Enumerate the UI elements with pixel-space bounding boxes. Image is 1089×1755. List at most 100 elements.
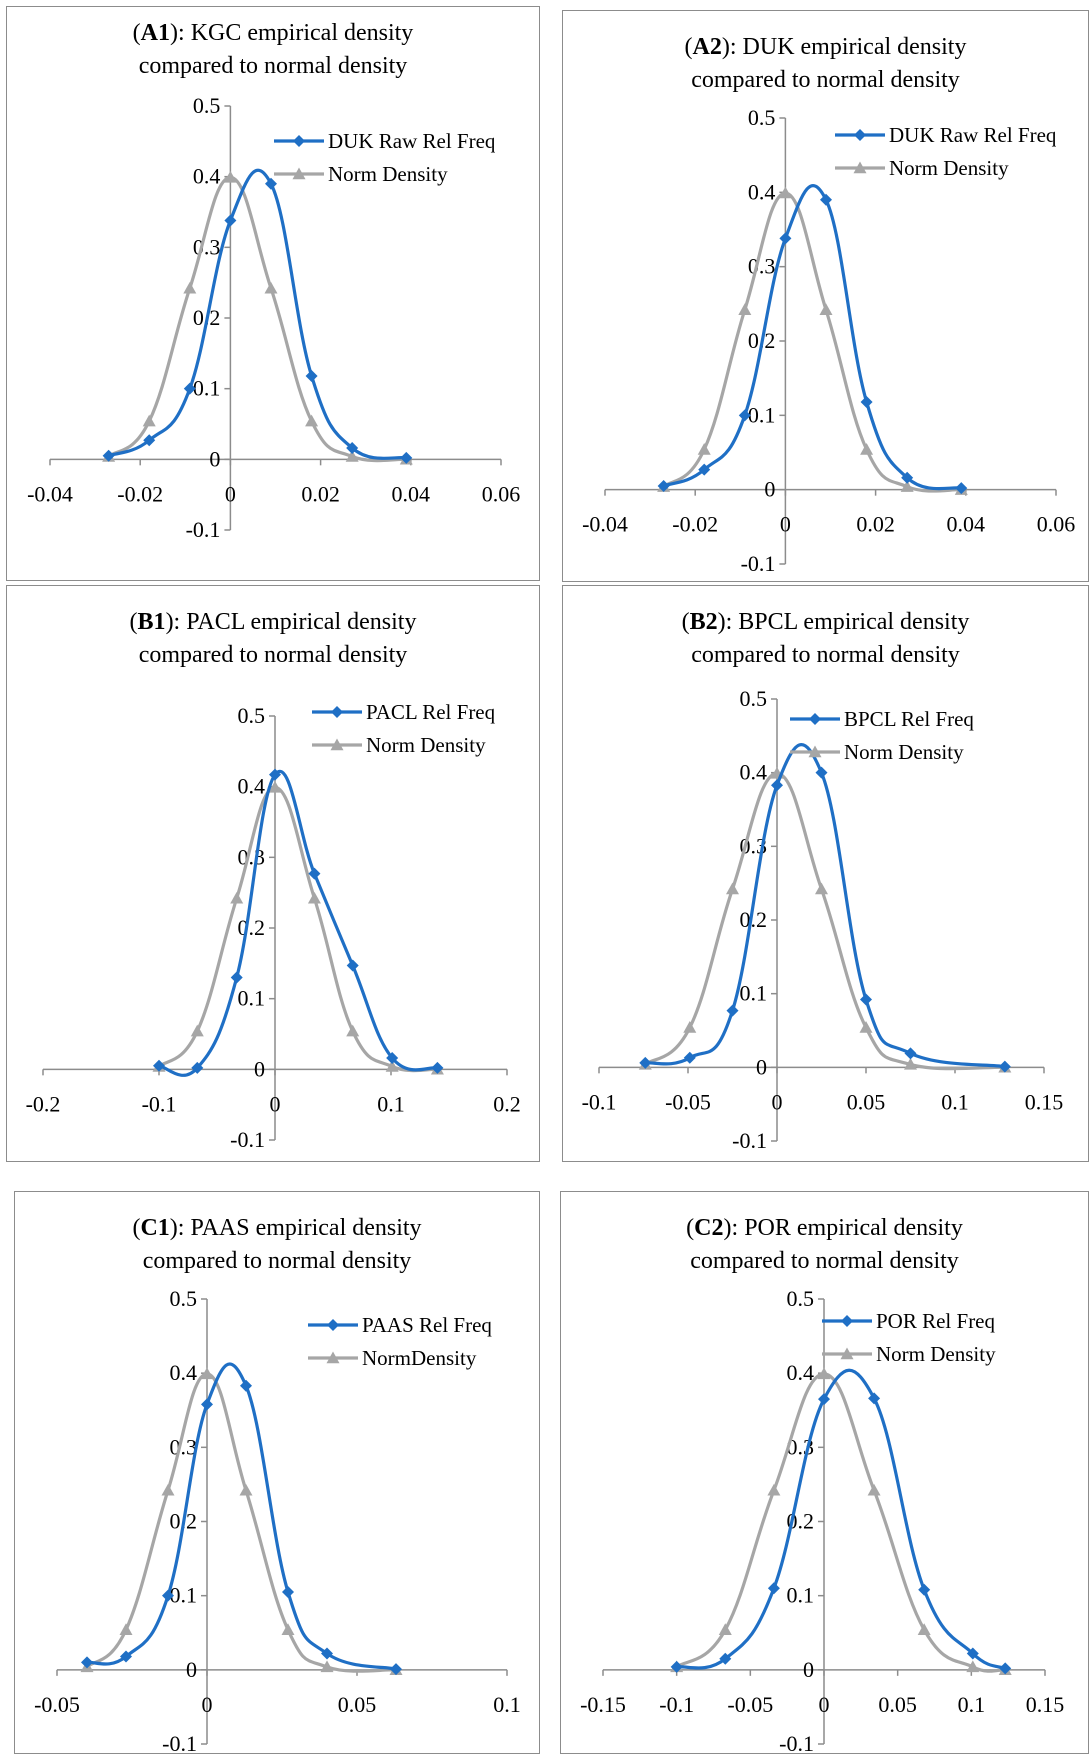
legend-marker: [293, 135, 305, 147]
legend-marker: [327, 1319, 339, 1331]
data-point: [718, 1623, 732, 1635]
chart-b2: -0.1 -0.05 0 0.05 0.1 0.150.50.40.30.20.10-0.…: [582, 686, 1064, 1153]
y-tick-label: 0.5: [238, 703, 266, 728]
chart-title-line1: PAAS empirical density: [190, 1215, 422, 1241]
series-line: [645, 743, 1006, 1069]
y-tick-label: -0.1: [162, 1731, 197, 1755]
chart-title-line1: BPCL empirical density: [738, 609, 970, 635]
data-point: [345, 450, 359, 462]
x-tick-label: -0.04: [582, 512, 628, 537]
data-point: [282, 1585, 294, 1598]
series-normal: [102, 170, 413, 465]
data-point: [161, 1483, 175, 1496]
data-point: [268, 780, 282, 793]
data-point: [778, 186, 792, 199]
data-point: [346, 1024, 360, 1037]
data-point: [386, 1052, 399, 1065]
y-tick-label: -0.1: [741, 551, 776, 576]
y-tick-label: 0.1: [238, 986, 266, 1011]
legend: BPCL Rel Freq Norm Density: [790, 707, 974, 764]
data-point: [771, 779, 783, 792]
chart-title-label: C2: [694, 1215, 724, 1241]
y-tick-label: 0.5: [740, 686, 768, 711]
data-point: [400, 451, 413, 464]
data-point: [119, 1623, 133, 1635]
y-tick-label: -0.1: [732, 1128, 767, 1153]
x-tick-label: 0.05: [878, 1692, 917, 1717]
x-tick-label: -0.02: [672, 512, 718, 537]
y-tick-label: 0.2: [238, 915, 266, 940]
legend-label: PAAS Rel Freq: [362, 1313, 492, 1337]
series-empirical: [153, 768, 444, 1077]
data-point: [966, 1647, 979, 1660]
y-tick-label: 0.4: [748, 179, 776, 204]
chart-c2: -0.15 -0.1 -0.05 0 0.05 0.1 0.150.50.40.30.20.…: [580, 1286, 1065, 1755]
series-line: [157, 785, 438, 1073]
chart-panel-b2: (B2): BPCL empirical density compared to …: [562, 585, 1089, 1162]
data-point: [904, 1047, 917, 1060]
legend: PAAS Rel Freq NormDensity: [308, 1313, 492, 1370]
x-tick-label: -0.05: [34, 1692, 80, 1717]
chart-title: (C1): PAAS empirical density compared to …: [132, 1215, 422, 1274]
x-tick-label: 0: [225, 481, 236, 506]
series-line: [644, 771, 1005, 1071]
chart-title: (B2): BPCL empirical density compared to …: [681, 609, 970, 668]
legend-label: NormDensity: [362, 1346, 477, 1370]
x-tick-label: 0.15: [1026, 1692, 1065, 1717]
chart-title-line1: PACL empirical density: [186, 609, 417, 635]
data-point: [230, 971, 243, 984]
legend-label: DUK Raw Rel Freq: [889, 123, 1057, 147]
data-point: [860, 993, 872, 1006]
series-line: [676, 1368, 1006, 1670]
chart-panel-b1: (B1): PACL empirical density compared to …: [6, 585, 540, 1162]
data-point: [917, 1623, 931, 1635]
legend-label: PACL Rel Freq: [366, 700, 496, 724]
x-tick-label: 0.05: [338, 1692, 377, 1717]
series-normal: [80, 1367, 403, 1676]
data-point: [307, 891, 321, 904]
data-point: [657, 479, 670, 492]
chart-panel-a1: (A1): KGC empirical density compared to n…: [6, 6, 540, 581]
legend-marker: [808, 745, 822, 758]
data-point: [305, 369, 318, 382]
data-point: [819, 303, 833, 315]
y-tick-label: 0.1: [170, 1583, 198, 1608]
data-point: [264, 177, 277, 190]
legend-label: Norm Density: [328, 162, 448, 186]
chart-title-line2: compared to normal density: [691, 67, 960, 93]
chart-panel-c1: (C1): PAAS empirical density compared to …: [14, 1191, 540, 1755]
data-point: [223, 170, 237, 183]
chart-title-line1: DUK empirical density: [742, 34, 967, 60]
y-tick-label: 0.4: [170, 1360, 198, 1385]
data-point: [142, 414, 156, 427]
chart-title-label: B2: [689, 609, 718, 635]
y-tick-label: 0.5: [748, 105, 776, 130]
y-tick-label: 0: [756, 1054, 767, 1079]
series-line: [675, 1372, 1006, 1673]
x-tick-label: 0.02: [301, 481, 340, 506]
data-point: [738, 303, 752, 315]
legend-label: Norm Density: [889, 156, 1009, 180]
data-point: [281, 1623, 295, 1635]
x-tick-label: -0.1: [142, 1091, 177, 1116]
legend-marker: [809, 713, 821, 725]
data-point: [998, 1060, 1011, 1073]
data-point: [153, 1059, 165, 1072]
data-point: [346, 442, 359, 455]
data-point: [431, 1061, 444, 1074]
data-point: [815, 766, 828, 779]
y-tick-label: 0.5: [787, 1286, 815, 1311]
chart-a2: -0.04 -0.02 0 0.02 0.04 0.060.50.40.30.20.10-…: [582, 105, 1075, 576]
chart-title: (C2): POR empirical density compared to n…: [686, 1215, 963, 1274]
series-line: [158, 770, 438, 1077]
chart-title: (A2): DUK empirical density compared to n…: [684, 34, 967, 93]
legend-label: BPCL Rel Freq: [844, 707, 974, 731]
data-point: [346, 959, 359, 972]
x-tick-label: 0.1: [941, 1089, 969, 1114]
chart-title-label: C1: [140, 1215, 170, 1241]
data-point: [320, 1660, 334, 1673]
data-point: [683, 1051, 696, 1064]
y-tick-label: 0.3: [193, 234, 221, 259]
data-point: [120, 1650, 132, 1663]
series-empirical: [102, 168, 413, 464]
